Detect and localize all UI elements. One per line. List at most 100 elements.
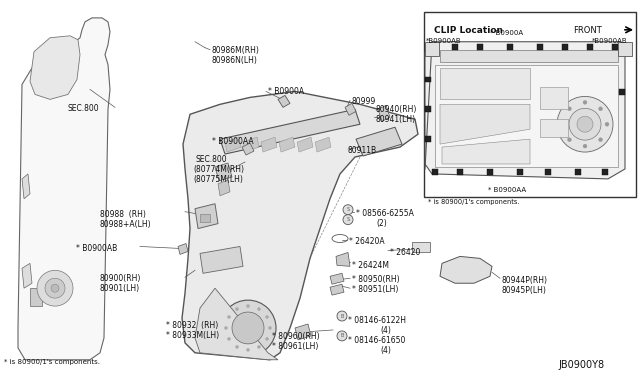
Circle shape bbox=[257, 308, 260, 311]
Bar bbox=[507, 44, 513, 50]
Circle shape bbox=[577, 116, 593, 132]
Circle shape bbox=[232, 312, 264, 344]
Circle shape bbox=[343, 205, 353, 215]
Bar bbox=[587, 44, 593, 50]
Text: 80988+A(LH): 80988+A(LH) bbox=[100, 219, 152, 229]
Text: (80775M(LH): (80775M(LH) bbox=[193, 175, 243, 184]
Text: * 80961(LH): * 80961(LH) bbox=[272, 342, 318, 351]
Text: (4): (4) bbox=[380, 346, 391, 355]
Text: * 80932  (RH): * 80932 (RH) bbox=[166, 321, 218, 330]
Polygon shape bbox=[30, 36, 80, 99]
Polygon shape bbox=[220, 109, 360, 154]
Circle shape bbox=[337, 331, 347, 341]
Circle shape bbox=[598, 107, 602, 111]
Circle shape bbox=[220, 300, 276, 356]
Polygon shape bbox=[18, 18, 110, 360]
Text: * 80960(RH): * 80960(RH) bbox=[272, 332, 319, 341]
Bar bbox=[440, 50, 618, 62]
Circle shape bbox=[337, 311, 347, 321]
Text: * is 80900/1's components.: * is 80900/1's components. bbox=[428, 199, 520, 205]
Circle shape bbox=[227, 337, 230, 340]
Polygon shape bbox=[378, 105, 390, 121]
Bar bbox=[612, 44, 618, 50]
Circle shape bbox=[37, 270, 73, 306]
Text: * 26420A: * 26420A bbox=[349, 237, 385, 246]
Text: (2): (2) bbox=[376, 219, 387, 228]
Polygon shape bbox=[182, 92, 418, 360]
Bar bbox=[424, 12, 636, 197]
Text: * 26424M: * 26424M bbox=[352, 262, 389, 270]
Polygon shape bbox=[195, 204, 218, 228]
Text: * 08566-6255A: * 08566-6255A bbox=[356, 209, 414, 218]
Text: * 80951(LH): * 80951(LH) bbox=[352, 285, 398, 294]
Circle shape bbox=[343, 215, 353, 225]
Circle shape bbox=[257, 346, 260, 349]
Text: (4): (4) bbox=[380, 326, 391, 335]
Text: 80911B: 80911B bbox=[348, 146, 377, 155]
Polygon shape bbox=[218, 180, 230, 196]
Text: *B0900AB: *B0900AB bbox=[426, 38, 461, 44]
Text: * B0900AA: * B0900AA bbox=[488, 187, 526, 193]
Text: B: B bbox=[340, 314, 344, 318]
Polygon shape bbox=[178, 244, 188, 254]
Text: SEC.800: SEC.800 bbox=[196, 155, 228, 164]
Bar bbox=[540, 119, 568, 137]
Circle shape bbox=[583, 100, 587, 105]
Circle shape bbox=[246, 348, 250, 351]
Bar bbox=[575, 169, 581, 175]
Text: JB0900Y8: JB0900Y8 bbox=[558, 360, 604, 370]
Polygon shape bbox=[200, 247, 243, 273]
Circle shape bbox=[561, 122, 565, 126]
Text: S: S bbox=[346, 207, 349, 212]
Circle shape bbox=[266, 337, 269, 340]
Polygon shape bbox=[297, 137, 313, 152]
Text: 80986M(RH): 80986M(RH) bbox=[212, 46, 260, 55]
Bar bbox=[432, 44, 438, 50]
Text: *B0900AB: *B0900AB bbox=[592, 38, 628, 44]
Bar bbox=[432, 169, 438, 175]
Text: 80901(LH): 80901(LH) bbox=[100, 284, 140, 293]
Polygon shape bbox=[243, 137, 259, 152]
Polygon shape bbox=[295, 324, 311, 340]
Polygon shape bbox=[22, 174, 30, 199]
Polygon shape bbox=[225, 137, 241, 152]
Text: * B0900A: * B0900A bbox=[490, 30, 523, 36]
Text: 80944P(RH): 80944P(RH) bbox=[502, 276, 548, 285]
Text: 80999: 80999 bbox=[352, 97, 376, 106]
Circle shape bbox=[568, 138, 572, 142]
Polygon shape bbox=[356, 127, 402, 156]
Circle shape bbox=[269, 327, 271, 330]
Bar bbox=[517, 169, 523, 175]
Circle shape bbox=[568, 107, 572, 111]
Polygon shape bbox=[330, 273, 344, 284]
Polygon shape bbox=[345, 103, 356, 115]
Circle shape bbox=[227, 315, 230, 318]
Bar bbox=[425, 42, 439, 56]
Text: * B0900AB: * B0900AB bbox=[76, 244, 117, 253]
Circle shape bbox=[246, 305, 250, 308]
Polygon shape bbox=[442, 139, 530, 164]
Text: 80945P(LH): 80945P(LH) bbox=[502, 286, 547, 295]
Text: 80940(RH): 80940(RH) bbox=[375, 105, 417, 114]
Bar bbox=[540, 87, 568, 109]
Text: * 08146-6122H: * 08146-6122H bbox=[348, 316, 406, 325]
Polygon shape bbox=[315, 137, 331, 152]
Circle shape bbox=[45, 278, 65, 298]
Bar bbox=[425, 136, 431, 142]
Polygon shape bbox=[215, 163, 232, 181]
Text: * 80950(RH): * 80950(RH) bbox=[352, 275, 399, 284]
Polygon shape bbox=[330, 284, 344, 295]
Polygon shape bbox=[195, 288, 278, 360]
Bar bbox=[452, 44, 458, 50]
Polygon shape bbox=[279, 137, 295, 152]
Polygon shape bbox=[435, 65, 618, 167]
Bar bbox=[602, 169, 608, 175]
Text: 80986N(LH): 80986N(LH) bbox=[212, 56, 258, 65]
Polygon shape bbox=[242, 143, 254, 155]
Polygon shape bbox=[440, 105, 530, 144]
Text: * is 80900/1's components.: * is 80900/1's components. bbox=[4, 359, 100, 365]
Bar bbox=[537, 44, 543, 50]
Bar bbox=[618, 42, 632, 56]
Bar bbox=[200, 214, 210, 222]
Polygon shape bbox=[440, 68, 530, 99]
